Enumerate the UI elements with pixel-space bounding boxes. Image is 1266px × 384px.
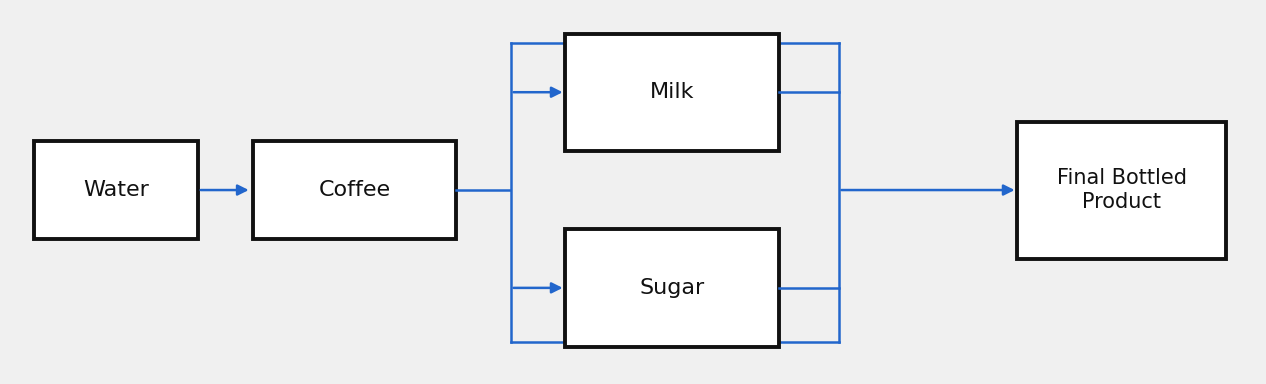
Text: Coffee: Coffee: [318, 180, 390, 200]
Bar: [34, 141, 197, 239]
Bar: [566, 229, 779, 347]
Text: Water: Water: [84, 180, 149, 200]
Text: Sugar: Sugar: [639, 278, 705, 298]
Text: Milk: Milk: [649, 82, 695, 102]
Text: Final Bottled
Product: Final Bottled Product: [1057, 169, 1186, 212]
Bar: [252, 141, 456, 239]
Bar: [566, 33, 779, 151]
Bar: [1018, 122, 1225, 258]
